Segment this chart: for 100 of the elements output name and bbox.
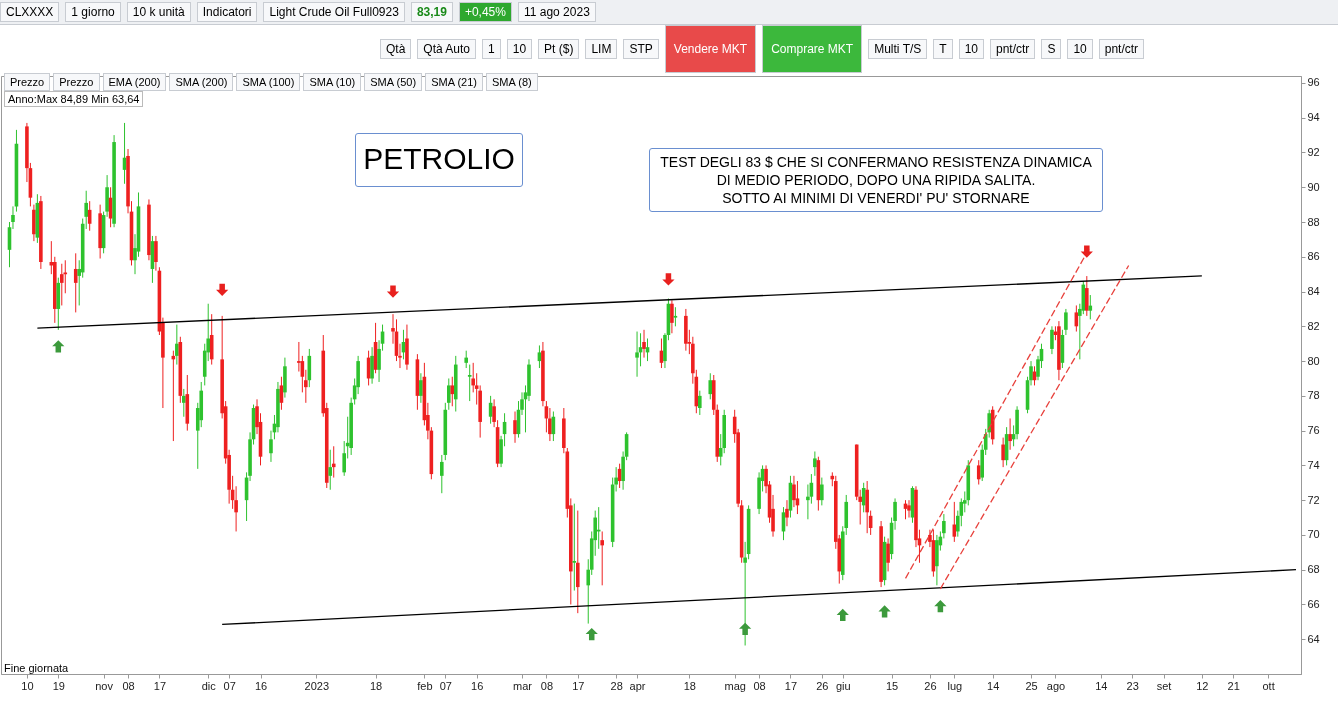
text: 10 k unità xyxy=(126,2,191,22)
text: Qtà Auto xyxy=(417,39,477,59)
candlestick xyxy=(154,235,158,272)
candlestick xyxy=(440,454,444,494)
point xyxy=(52,340,65,353)
text: 10 xyxy=(958,39,985,59)
annotation: SMA (10) xyxy=(303,73,362,91)
x-tick-label: 12 xyxy=(1196,679,1209,692)
text: PETROLIO xyxy=(355,133,523,187)
candlestick xyxy=(708,372,713,400)
annotation: EMA (200) xyxy=(102,73,167,91)
point xyxy=(878,605,891,618)
x-tick-label: giu xyxy=(835,679,851,692)
text: 83,19 xyxy=(410,2,453,22)
candlestick xyxy=(446,377,451,411)
text: 10 xyxy=(506,39,533,59)
text: Light Crude Oil Full0923 xyxy=(263,2,405,22)
candlestick xyxy=(1001,437,1005,468)
x-tick-label: 15 xyxy=(885,679,899,692)
x-tick-label: nov xyxy=(95,679,114,692)
x-tick-label: 14 xyxy=(1095,679,1108,692)
candlestick xyxy=(813,450,817,477)
y-tick-label: 78 xyxy=(1307,389,1320,402)
candlestick xyxy=(820,477,824,506)
candlestick xyxy=(865,480,869,534)
candlestick xyxy=(297,341,301,373)
candlestick xyxy=(886,537,890,572)
annotation: TEST DEGLI 83 $ CHE SI CONFERMANO RESISTENZA DINAMICA DI MEDIO PERIODO, DOPO UNA RIPIDA SALITA. SOTTO AI MINIMI DI VENERDI' PU' STORNARE xyxy=(649,148,1103,212)
y-tick-label: 94 xyxy=(1307,111,1320,124)
x-tick-label: 2023 xyxy=(304,679,330,692)
candlestick xyxy=(1008,417,1012,451)
x-tick-label: feb xyxy=(417,679,433,692)
candlestick xyxy=(1064,308,1068,336)
y-tick-label: 84 xyxy=(1307,285,1320,298)
candlestick xyxy=(673,306,678,327)
x-tick-label: 16 xyxy=(471,679,484,692)
x-tick-label: apr xyxy=(629,679,646,692)
x-tick-label: mag xyxy=(724,679,746,692)
candlestick xyxy=(419,372,423,404)
candlestick xyxy=(59,263,64,306)
y-tick-label: 70 xyxy=(1307,528,1320,541)
x-tick-label: set xyxy=(1156,679,1172,692)
x-tick-label: ago xyxy=(1046,679,1066,692)
y-tick-label: 90 xyxy=(1307,180,1320,193)
annotation: Prezzo xyxy=(53,73,100,91)
x-tick-label: lug xyxy=(947,679,963,692)
x-tick-label: 16 xyxy=(254,679,268,692)
candlestick xyxy=(572,503,577,592)
x-tick-label: 07 xyxy=(223,679,236,692)
text: 10 xyxy=(1067,39,1093,59)
text: LIM xyxy=(585,39,618,59)
candlestick xyxy=(73,252,78,313)
point xyxy=(1080,245,1093,258)
point xyxy=(836,608,849,622)
x-tick-label: 19 xyxy=(52,679,65,692)
x-tick-label: 07 xyxy=(439,679,452,692)
candlestick xyxy=(175,324,179,366)
x-tick-label: 18 xyxy=(369,679,383,692)
x-tick-label: 26 xyxy=(816,679,829,692)
candlestick xyxy=(513,411,517,444)
x-tick-label: 26 xyxy=(924,679,937,692)
annotation: Prezzo xyxy=(4,73,51,91)
y-tick-label: 64 xyxy=(1307,632,1320,645)
y-tick-label: 76 xyxy=(1307,424,1320,437)
y-tick-label: 86 xyxy=(1307,250,1320,263)
x-tick-label: 23 xyxy=(1126,679,1139,692)
y-tick-label: 96 xyxy=(1307,76,1320,89)
y-tick-label: 68 xyxy=(1307,563,1320,576)
x-tick-label: 14 xyxy=(987,679,1000,692)
candlestick xyxy=(1085,275,1089,317)
text: S xyxy=(1041,39,1062,59)
point xyxy=(216,283,229,296)
candlestick xyxy=(467,364,472,402)
text: 1 giorno xyxy=(65,2,121,22)
y-tick-label: 82 xyxy=(1307,319,1320,332)
x-tick-label: 17 xyxy=(572,679,585,692)
text: STP xyxy=(623,39,659,59)
text: Vendere MKT xyxy=(664,25,757,73)
text: Pt ($) xyxy=(538,39,580,59)
point xyxy=(662,273,675,286)
candlestick xyxy=(785,499,789,527)
x-tick-label: 18 xyxy=(683,679,696,692)
x-tick-label: 21 xyxy=(1227,679,1240,692)
x-tick-label: mar xyxy=(513,679,533,692)
candlestick xyxy=(635,331,639,378)
x-tick-label: 17 xyxy=(153,679,167,692)
text: +0,45% xyxy=(458,2,512,22)
candlestick xyxy=(331,445,336,479)
x-tick-label: 25 xyxy=(1025,679,1038,692)
y-tick-label: 88 xyxy=(1307,215,1320,228)
text: pnt/ctr xyxy=(990,39,1036,59)
x-tick-label: dic xyxy=(201,679,217,692)
x-tick-label: 17 xyxy=(784,679,798,692)
x-tick-label: ott xyxy=(1262,679,1275,692)
annotation: Fine giornata xyxy=(4,662,69,674)
annotation: SMA (21) xyxy=(425,73,483,91)
y-tick-label: 92 xyxy=(1307,145,1320,158)
candlestick xyxy=(1088,294,1093,320)
x-tick-label: 28 xyxy=(610,679,623,692)
candlestick xyxy=(907,499,911,519)
